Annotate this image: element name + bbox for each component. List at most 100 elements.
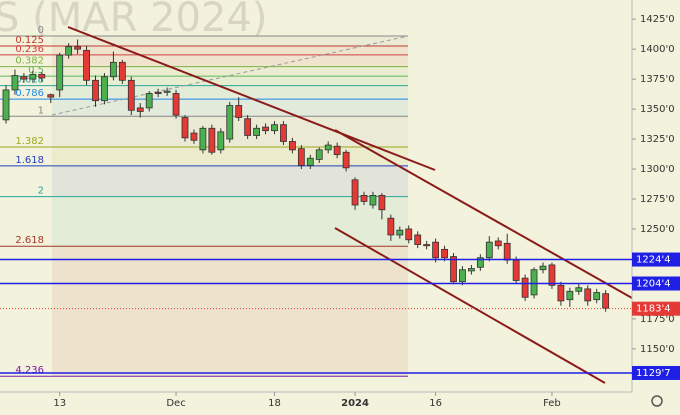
fib-label: 0.786 bbox=[15, 88, 44, 99]
candle-body bbox=[548, 264, 556, 286]
candle-body bbox=[521, 277, 529, 298]
y-tick-label: 1325'0 bbox=[640, 134, 675, 145]
candle-body bbox=[360, 195, 368, 202]
candle-body bbox=[512, 259, 520, 281]
trend-line bbox=[67, 26, 436, 171]
candle-body bbox=[145, 93, 153, 109]
candle-body bbox=[190, 132, 198, 141]
candle-body bbox=[351, 179, 359, 206]
candle-body bbox=[262, 126, 269, 132]
y-tick-label: 1375'0 bbox=[640, 74, 675, 85]
y-tick-label: 1175'0 bbox=[640, 314, 675, 325]
candle-body bbox=[2, 89, 10, 121]
y-tick-label: 1275'0 bbox=[640, 194, 675, 205]
candle-body bbox=[441, 248, 448, 259]
candle-body bbox=[324, 144, 332, 151]
candle-body bbox=[235, 105, 243, 118]
fib-band bbox=[52, 165, 408, 197]
fib-label: 1.618 bbox=[15, 155, 44, 166]
price-tag-label: 1183'4 bbox=[636, 304, 671, 315]
fib-label: 0.125 bbox=[15, 35, 44, 46]
fib-label: 0.382 bbox=[15, 56, 44, 67]
fib-band bbox=[52, 76, 408, 86]
candle-body bbox=[315, 149, 323, 160]
y-tick-label: 1425'0 bbox=[640, 14, 675, 25]
candle-body bbox=[459, 269, 466, 283]
fib-band bbox=[52, 196, 408, 247]
candle-body bbox=[226, 105, 234, 140]
candle-body bbox=[38, 73, 46, 79]
candle-body bbox=[29, 73, 37, 80]
fib-label: 0 bbox=[38, 25, 44, 36]
x-tick-label: 18 bbox=[268, 398, 281, 409]
candle-body bbox=[378, 195, 386, 211]
candle-body bbox=[271, 124, 278, 132]
candle-body bbox=[423, 244, 431, 247]
chart-title: S (MAR 2024) bbox=[0, 0, 268, 41]
candle-body bbox=[11, 75, 19, 91]
candle-body bbox=[47, 94, 55, 98]
fib-band bbox=[52, 54, 408, 67]
candle-body bbox=[244, 118, 252, 136]
x-tick-label: 13 bbox=[53, 398, 66, 409]
candle-body bbox=[342, 151, 350, 169]
price-tag bbox=[632, 365, 680, 380]
candle-body bbox=[74, 46, 81, 50]
fib-band bbox=[52, 146, 408, 166]
candle-body bbox=[530, 269, 538, 296]
fib-trend bbox=[51, 35, 409, 116]
candle-body bbox=[539, 265, 547, 271]
candle-body bbox=[20, 76, 28, 80]
candle-body bbox=[405, 228, 413, 241]
candle-body bbox=[288, 141, 296, 151]
settings-icon[interactable] bbox=[651, 395, 663, 407]
y-tick-label: 1150'0 bbox=[640, 344, 675, 355]
fib-band bbox=[52, 46, 408, 55]
candle-body bbox=[450, 256, 457, 283]
candle-body bbox=[494, 240, 502, 247]
fib-label: 1 bbox=[38, 105, 44, 116]
candle-body bbox=[110, 61, 117, 78]
candle-body bbox=[83, 49, 90, 81]
fib-label: 0.5 bbox=[28, 65, 44, 76]
candle-body bbox=[297, 148, 305, 166]
fib-label: 2.618 bbox=[15, 235, 44, 246]
x-tick-label: Feb bbox=[543, 398, 561, 409]
candle-body bbox=[92, 79, 99, 102]
candle-body bbox=[306, 157, 314, 166]
candle-body bbox=[217, 131, 225, 151]
candle-body bbox=[181, 117, 189, 139]
candles bbox=[2, 39, 610, 312]
candle-body bbox=[65, 46, 73, 56]
x-tick-label: 2024 bbox=[341, 398, 369, 409]
candle-body bbox=[476, 257, 484, 268]
candle-body bbox=[163, 90, 171, 93]
candle-body bbox=[172, 93, 180, 116]
candle-body bbox=[56, 54, 64, 91]
fib-band bbox=[52, 66, 408, 77]
fib-label: 0.618 bbox=[15, 75, 44, 86]
trend-line bbox=[334, 129, 633, 299]
candle-body bbox=[414, 234, 422, 245]
price-tag-label: 1129'7 bbox=[636, 368, 671, 379]
x-tick-label: 16 bbox=[429, 398, 442, 409]
price-tag bbox=[632, 252, 680, 267]
fib-band bbox=[52, 246, 408, 377]
y-tick-label: 1300'0 bbox=[640, 164, 675, 175]
x-tick-label: Dec bbox=[166, 398, 185, 409]
candle-body bbox=[127, 79, 135, 111]
candle-body bbox=[199, 127, 207, 151]
candle-body bbox=[467, 268, 475, 272]
fib-band bbox=[52, 35, 408, 47]
candle-body bbox=[396, 229, 404, 236]
candle-body bbox=[136, 107, 144, 112]
candle-body bbox=[485, 241, 493, 259]
trend-line bbox=[334, 227, 606, 384]
fib-label: 1.382 bbox=[15, 136, 44, 147]
price-tag bbox=[632, 301, 680, 316]
candle-body bbox=[333, 145, 341, 156]
candle-body bbox=[118, 61, 126, 81]
candle-body bbox=[575, 287, 583, 292]
